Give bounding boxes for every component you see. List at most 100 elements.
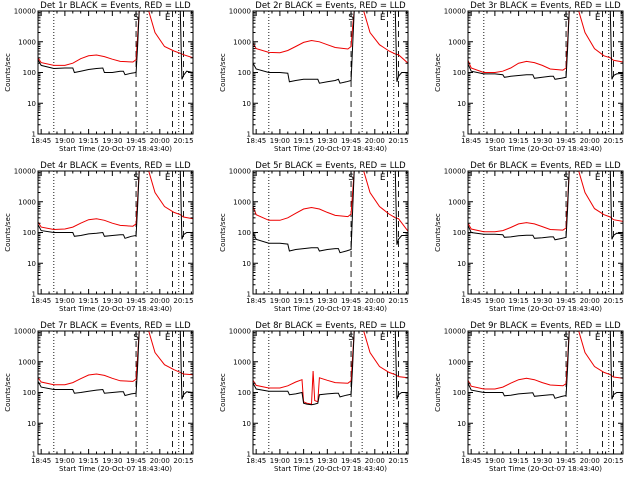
x-tick-label: 19:00 (485, 297, 505, 305)
y-tick-label: 1000 (233, 198, 251, 206)
detector-panel-9: Det 9r BLACK = Events, RED = LLD S E 1 10 100… (434, 321, 624, 473)
y-tick-label: 100 (23, 69, 36, 77)
flag-label-e: E (165, 333, 171, 343)
x-tick-label: 18:45 (461, 297, 481, 305)
y-axis-label: Counts/sec (4, 53, 12, 92)
y-tick-label: 10 (457, 420, 466, 428)
x-tick-label: 19:15 (509, 137, 529, 145)
x-tick-label: 18:45 (31, 137, 51, 145)
series-line-events (38, 171, 193, 240)
x-axis-label: Start Time (20-Oct-07 18:43:40) (59, 305, 172, 313)
panel-title: Det 1r BLACK = Events, RED = LLD (40, 1, 191, 11)
panel-title: Det 9r BLACK = Events, RED = LLD (470, 321, 621, 331)
x-tick-label: 18:45 (246, 137, 266, 145)
x-tick-label: 20:00 (365, 137, 385, 145)
series-line-lld (468, 171, 623, 233)
y-tick-label: 10000 (444, 168, 466, 176)
flag-label-e: E (165, 173, 171, 183)
series-group (468, 171, 623, 241)
y-tick-label: 1 (247, 131, 251, 139)
y-tick-label: 100 (23, 229, 36, 237)
x-tick-label: 20:15 (603, 137, 623, 145)
x-tick-label: 18:45 (246, 297, 266, 305)
x-tick-label: 20:00 (580, 137, 600, 145)
series-group (468, 11, 623, 80)
x-tick-label: 20:15 (603, 457, 623, 465)
y-tick-label: 1 (462, 291, 466, 299)
x-tick-label: 19:45 (556, 297, 576, 305)
flag-label-s: S (348, 333, 354, 343)
x-tick-label: 20:00 (150, 297, 170, 305)
x-tick-label: 18:45 (461, 137, 481, 145)
series-group (38, 171, 193, 240)
y-axis-label: Counts/sec (434, 213, 442, 252)
x-tick-label: 19:30 (317, 457, 337, 465)
flag-label-s: S (133, 13, 139, 23)
flag-label-s: S (133, 333, 139, 343)
x-tick-label: 20:00 (580, 297, 600, 305)
detector-panel-1: Det 1r BLACK = Events, RED = LLD S E 1 10 100… (4, 1, 194, 153)
detector-panel-6: Det 6r BLACK = Events, RED = LLD S E 1 10 100… (434, 161, 624, 313)
x-tick-label: 19:30 (532, 297, 552, 305)
x-tick-label: 20:15 (173, 297, 193, 305)
y-tick-label: 100 (238, 229, 251, 237)
y-tick-label: 100 (453, 229, 466, 237)
x-tick-label: 20:15 (388, 297, 408, 305)
y-axis-label: Counts/sec (219, 53, 227, 92)
flag-label-e: E (595, 13, 601, 23)
series-line-lld (38, 11, 193, 66)
y-tick-label: 1 (462, 131, 466, 139)
x-tick-label: 20:00 (365, 457, 385, 465)
series-group (468, 331, 623, 400)
series-line-lld (38, 171, 193, 231)
x-tick-label: 18:45 (31, 297, 51, 305)
x-tick-label: 19:30 (317, 137, 337, 145)
y-tick-label: 10 (242, 260, 251, 268)
panel-title: Det 3r BLACK = Events, RED = LLD (470, 1, 621, 11)
x-tick-label: 19:00 (485, 457, 505, 465)
y-tick-label: 10 (27, 100, 36, 108)
x-axis-label: Start Time (20-Oct-07 18:43:40) (489, 145, 602, 153)
panel-title: Det 2r BLACK = Events, RED = LLD (255, 1, 406, 11)
x-tick-label: 19:45 (126, 137, 146, 145)
x-tick-label: 19:15 (294, 457, 314, 465)
detector-panel-4: Det 4r BLACK = Events, RED = LLD S E 1 10 100… (4, 161, 194, 313)
series-line-events (253, 171, 408, 254)
x-tick-label: 19:15 (509, 297, 529, 305)
y-tick-label: 10 (457, 100, 466, 108)
y-tick-label: 1000 (233, 38, 251, 46)
y-axis-label: Counts/sec (4, 213, 12, 252)
y-tick-label: 1000 (233, 358, 251, 366)
x-tick-label: 19:15 (79, 137, 99, 145)
x-tick-label: 20:00 (150, 137, 170, 145)
flag-label-e: E (595, 173, 601, 183)
x-axis-label: Start Time (20-Oct-07 18:43:40) (274, 305, 387, 313)
y-tick-label: 100 (23, 389, 36, 397)
detector-panel-5: Det 5r BLACK = Events, RED = LLD S E 1 10 100… (219, 161, 409, 313)
x-tick-label: 19:00 (270, 297, 290, 305)
series-line-events (468, 331, 623, 400)
y-tick-label: 1000 (448, 358, 466, 366)
y-tick-label: 1 (32, 291, 36, 299)
detector-panel-2: Det 2r BLACK = Events, RED = LLD S E 1 10 100… (219, 1, 409, 153)
series-line-events (468, 171, 623, 241)
flag-label-e: E (380, 333, 386, 343)
y-tick-label: 10000 (229, 168, 251, 176)
y-axis-label: Counts/sec (219, 373, 227, 412)
panel-title: Det 4r BLACK = Events, RED = LLD (40, 161, 191, 171)
series-line-events (468, 11, 623, 80)
x-tick-label: 19:30 (532, 457, 552, 465)
flag-label-s: S (563, 13, 569, 23)
panel-title: Det 5r BLACK = Events, RED = LLD (255, 161, 406, 171)
detector-panel-7: Det 7r BLACK = Events, RED = LLD S E 1 10 100… (4, 321, 194, 473)
x-tick-label: 19:30 (102, 297, 122, 305)
x-tick-label: 18:45 (246, 457, 266, 465)
y-axis-label: Counts/sec (4, 373, 12, 412)
x-tick-label: 19:45 (341, 297, 361, 305)
x-tick-label: 19:15 (79, 297, 99, 305)
x-tick-label: 19:45 (556, 457, 576, 465)
panel-title: Det 6r BLACK = Events, RED = LLD (470, 161, 621, 171)
series-line-events (38, 11, 193, 80)
y-tick-label: 10000 (444, 328, 466, 336)
x-tick-label: 19:30 (532, 137, 552, 145)
